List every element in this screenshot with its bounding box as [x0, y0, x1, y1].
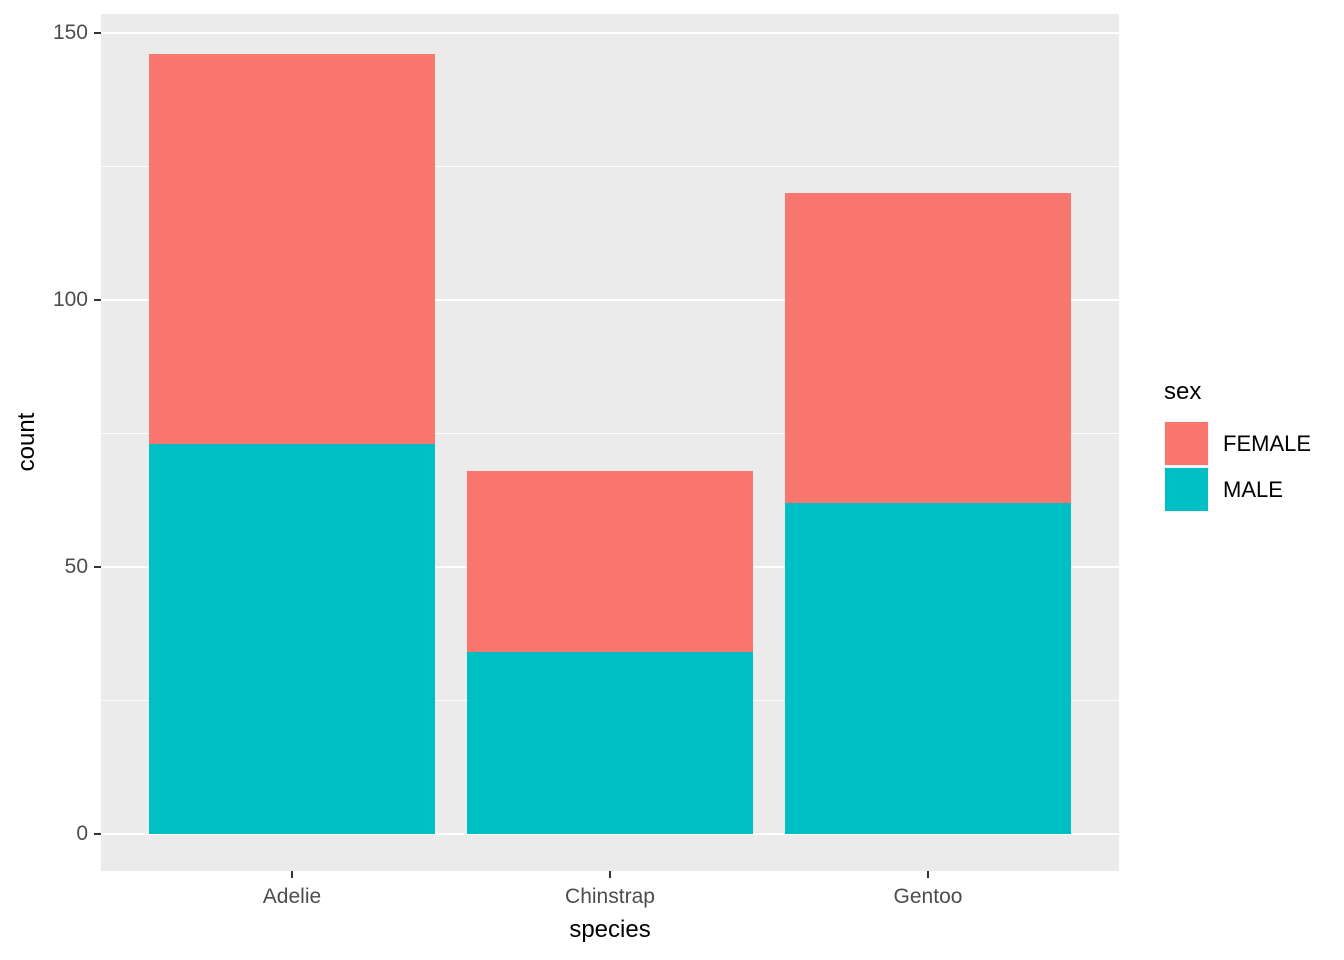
- y-axis-tick-0: [94, 833, 101, 835]
- legend-item-male: MALE: [1164, 467, 1311, 512]
- bar-segment-gentoo-female: [785, 193, 1071, 503]
- x-axis-tick-gentoo: [927, 871, 929, 878]
- legend-key-female: [1164, 421, 1209, 466]
- x-axis-tick-adelie: [291, 871, 293, 878]
- y-axis-title: count: [13, 412, 40, 472]
- bar-segment-chinstrap-female: [467, 471, 753, 652]
- gridline-minor-y125: [101, 166, 1119, 167]
- legend-swatch-male-icon: [1165, 468, 1208, 511]
- y-tick-label-100: 100: [52, 288, 88, 311]
- y-tick-label-0: 0: [76, 822, 88, 845]
- legend-label-female: FEMALE: [1223, 430, 1312, 456]
- y-axis-tick-100: [94, 299, 101, 301]
- y-axis-tick-150: [94, 32, 101, 34]
- y-tick-label-150: 150: [52, 21, 88, 44]
- legend-title: sex: [1164, 378, 1202, 405]
- bar-segment-chinstrap-male: [467, 652, 753, 834]
- legend-label-male: MALE: [1223, 476, 1283, 502]
- bar-segment-gentoo-male: [785, 503, 1071, 834]
- bar-segment-adelie-female: [149, 54, 435, 444]
- legend-items: FEMALE MALE: [1164, 421, 1311, 512]
- gridline-minor-y75: [101, 433, 1119, 434]
- legend: sex FEMALE MALE: [1164, 378, 1311, 513]
- x-tick-label-chinstrap: Chinstrap: [565, 885, 655, 908]
- y-axis-tick-50: [94, 566, 101, 568]
- y-tick-label-50: 50: [64, 555, 88, 578]
- gridline-major-y150: [101, 32, 1119, 34]
- x-tick-label-adelie: Adelie: [262, 885, 322, 908]
- gridline-major-y0: [101, 833, 1119, 835]
- x-tick-label-gentoo: Gentoo: [893, 885, 963, 908]
- legend-item-female: FEMALE: [1164, 421, 1311, 466]
- x-axis-tick-chinstrap: [609, 871, 611, 878]
- gridline-major-y100: [101, 299, 1119, 301]
- plot-panel: [101, 14, 1119, 871]
- legend-swatch-female-icon: [1165, 422, 1208, 465]
- legend-key-male: [1164, 467, 1209, 512]
- x-axis-title: species: [569, 916, 651, 943]
- bar-segment-adelie-male: [149, 444, 435, 834]
